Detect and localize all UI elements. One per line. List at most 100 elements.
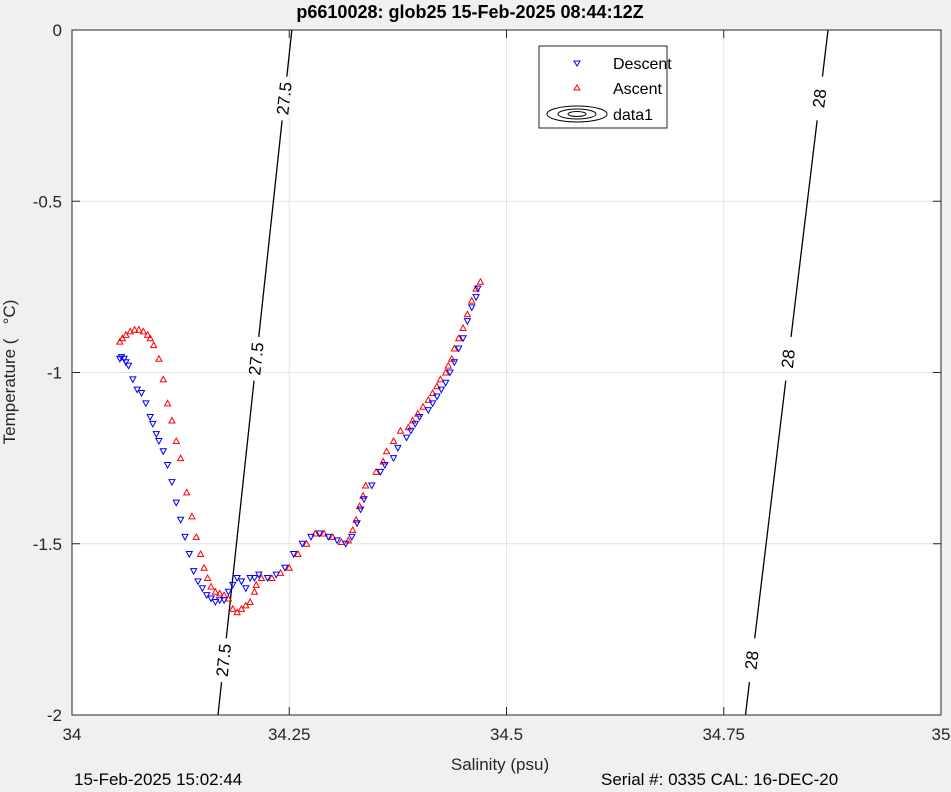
ascent-point — [203, 573, 212, 581]
ascent-point — [359, 491, 367, 499]
descent-point — [133, 386, 142, 394]
ascent-point — [122, 330, 130, 338]
ascent-point — [396, 426, 405, 434]
descent-point — [120, 355, 128, 363]
x-axis-label: Salinity (psu) — [451, 755, 549, 774]
ascent-point — [441, 368, 450, 376]
descent-point — [333, 537, 341, 545]
ascent-point — [459, 323, 467, 331]
density-contours: 27.5 27.5 27.5 28 28 28 — [213, 29, 830, 716]
ascent-point — [257, 573, 266, 581]
ascent-point — [115, 337, 124, 345]
x-tick-label: 34.25 — [268, 725, 311, 744]
descent-point — [463, 318, 472, 326]
descent-point — [467, 304, 476, 312]
descent-point — [172, 499, 181, 507]
ascent-point — [143, 330, 152, 338]
descent-point — [254, 571, 263, 579]
ascent-point — [172, 436, 181, 444]
y-axis-label: Temperature ( °C) — [0, 300, 19, 445]
ascent-point — [355, 502, 364, 510]
y-tick-label: -1 — [47, 364, 62, 383]
descent-point — [389, 455, 398, 463]
chart-title: p6610028: glob25 15-Feb-2025 08:44:12Z — [296, 2, 643, 22]
ascent-point — [211, 587, 220, 595]
footer-serial-cal: Serial #: 0335 CAL: 16-DEC-20 — [601, 770, 839, 789]
descent-point — [263, 575, 272, 583]
y-tick-label: -2 — [47, 706, 62, 725]
ascent-point — [135, 325, 143, 333]
descent-point — [233, 575, 241, 583]
descent-point — [324, 533, 333, 541]
descent-point — [315, 530, 324, 538]
contour-line-segment — [821, 29, 829, 77]
descent-point — [459, 335, 467, 343]
ascent-point — [463, 310, 472, 318]
contour-label: 28 — [809, 88, 830, 109]
descent-point — [176, 516, 185, 524]
descent-point — [411, 420, 420, 428]
footer-timestamp: 15-Feb-2025 15:02:44 — [74, 770, 243, 789]
descent-point — [211, 598, 220, 607]
descent-point — [289, 551, 298, 559]
ascent-point — [155, 354, 163, 362]
ascent-point — [118, 334, 127, 342]
descent-point — [224, 588, 233, 596]
descent-point — [433, 393, 441, 401]
ascent-point — [454, 334, 463, 342]
descent-point — [189, 568, 198, 576]
ascent-point — [200, 563, 208, 571]
contour-label: 28 — [742, 650, 763, 671]
ascent-point — [188, 512, 196, 520]
ascent-point — [192, 532, 201, 540]
ascent-series — [115, 277, 485, 616]
ascent-point — [311, 529, 320, 537]
ascent-point — [476, 277, 485, 285]
legend-contour-icon — [546, 105, 608, 123]
descent-point — [220, 597, 228, 605]
legend-box — [538, 45, 668, 129]
descent-point — [281, 564, 289, 572]
ascent-point — [182, 488, 191, 496]
descent-point — [202, 592, 211, 600]
ascent-point — [215, 589, 224, 597]
descent-point — [454, 345, 463, 353]
ascent-point — [352, 515, 361, 523]
ascent-point — [419, 402, 427, 410]
descent-point — [394, 444, 402, 452]
ascent-point — [320, 529, 328, 537]
x-tick-label: 34.75 — [702, 725, 745, 744]
x-tick-label: 34.5 — [490, 725, 523, 744]
descent-point — [356, 506, 365, 514]
descent-point — [367, 482, 376, 490]
descent-point — [152, 431, 161, 439]
ascent-point — [285, 563, 294, 571]
descent-point — [298, 540, 307, 548]
descent-point — [124, 362, 133, 370]
descent-point — [272, 571, 281, 579]
descent-point — [194, 578, 202, 586]
descent-point — [250, 575, 259, 583]
descent-point — [437, 386, 446, 394]
descent-point — [142, 400, 150, 408]
ascent-point — [149, 341, 158, 349]
contour-line-segment — [754, 380, 787, 639]
descent-point — [472, 294, 480, 302]
descent-point — [347, 533, 356, 541]
descent-point — [168, 479, 176, 487]
descent-point — [376, 468, 385, 476]
descent-point — [207, 595, 215, 603]
ascent-point — [146, 334, 155, 342]
contour-label: 27.5 — [245, 341, 267, 376]
ascent-point — [472, 284, 480, 292]
ascent-point — [328, 532, 337, 540]
descent-point — [237, 578, 246, 586]
descent-point — [159, 448, 168, 456]
contour-line-segment — [225, 380, 255, 639]
ascent-point — [207, 582, 215, 590]
ascent-point — [372, 467, 380, 475]
legend-ascent-label: Ascent — [613, 81, 662, 98]
descent-point — [148, 420, 157, 428]
descent-point — [155, 438, 163, 446]
